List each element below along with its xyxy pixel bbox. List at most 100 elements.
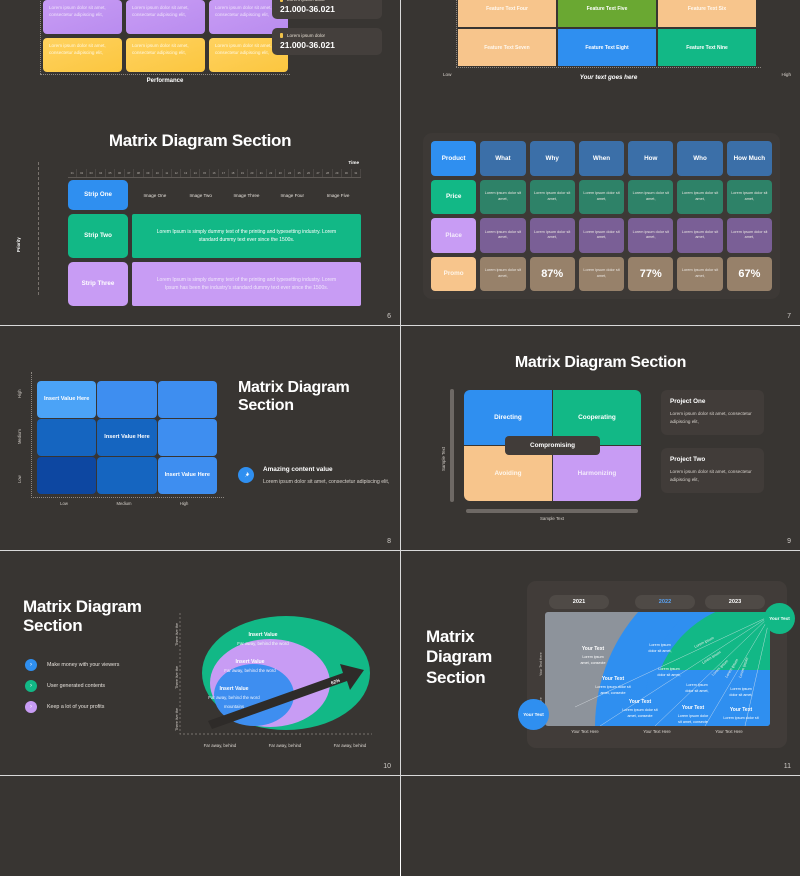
- matrix-cell[interactable]: 77%: [628, 256, 674, 291]
- quadrant-cell[interactable]: Cooperating: [553, 390, 641, 445]
- feature-cell[interactable]: Feature Text Seven: [458, 29, 556, 66]
- matrix-column-header[interactable]: What: [480, 141, 526, 176]
- slide-13[interactable]: [401, 776, 800, 876]
- list-item[interactable]: › Keep a lot of your profits: [25, 701, 104, 713]
- cell-title: Your Text: [602, 676, 625, 682]
- bullet-marker-icon: [280, 33, 283, 38]
- matrix-cell[interactable]: Lorem ipsum dolor sit amet,: [677, 256, 723, 291]
- strip-row[interactable]: Strip One Image One Image Two Image Thre…: [68, 180, 361, 210]
- slide8-x-axis: [31, 497, 224, 498]
- value-card-label: Lorem ipsum dolor: [287, 0, 325, 2]
- matrix-cell[interactable]: Lorem ipsum dolor sit amet,: [677, 179, 723, 214]
- matrix-column-header[interactable]: When: [578, 141, 625, 176]
- feature-cell[interactable]: Feature Text Four: [458, 0, 556, 27]
- list-item[interactable]: › Make money with your viewers: [25, 659, 119, 671]
- matrix-cell[interactable]: Lorem ipsum dolor sit amet,: [726, 218, 772, 253]
- matrix-cell[interactable]: [37, 457, 97, 494]
- matrix-cell-filled[interactable]: Insert Value Here: [97, 419, 157, 456]
- x-tick-label: Low: [60, 501, 68, 506]
- quadrant-cell[interactable]: Harmonizing: [553, 446, 641, 501]
- slide4-x-axis-label: Performance: [146, 78, 184, 84]
- matrix-cell-filled[interactable]: Insert Value Here: [157, 457, 217, 494]
- matrix-column-header[interactable]: Why: [529, 141, 575, 176]
- y-tick-label: Medium: [17, 429, 22, 444]
- matrix-cell[interactable]: [97, 381, 157, 418]
- ellipse-inner-body-1: Far away, behind the word: [208, 695, 260, 700]
- matrix-cell[interactable]: Lorem ipsum dolor sit amet,: [578, 218, 625, 253]
- strip-row[interactable]: Strip Two Lorem Ipsum is simply dummy te…: [68, 214, 361, 258]
- slide9-x-axis-label: Sample Text: [539, 516, 565, 521]
- matrix-corner-header[interactable]: Product: [431, 141, 477, 176]
- matrix-cell[interactable]: Lorem ipsum dolor sit amet,: [529, 218, 575, 253]
- cell-body: amet, consecte: [600, 691, 625, 695]
- feature-cell[interactable]: Feature Text Eight: [558, 29, 656, 66]
- matrix-cell[interactable]: [37, 419, 97, 456]
- matrix-column-header[interactable]: How Much: [726, 141, 772, 176]
- matrix-cell[interactable]: Lorem ipsum dolor sit amet,: [529, 179, 575, 214]
- matrix-cell[interactable]: Lorem ipsum dolor sit amet,: [628, 218, 674, 253]
- matrix-cell[interactable]: Lorem ipsum dolor sit amet,: [578, 256, 625, 291]
- matrix-column-header[interactable]: Who: [677, 141, 723, 176]
- matrix-row-header[interactable]: Price: [431, 179, 477, 214]
- ellipse-outer-body: Far away, behind the word: [237, 641, 289, 646]
- slide-7[interactable]: Product What Why When How Who How Much Price Lor…: [401, 101, 800, 325]
- matrix-cell[interactable]: [97, 457, 157, 494]
- slide-6[interactable]: Matrix Diagram Section Time Priority 01 0…: [0, 101, 400, 325]
- slide-9[interactable]: Matrix Diagram Section Sample Text Sampl…: [401, 326, 800, 550]
- matrix-cell[interactable]: 87%: [529, 256, 575, 291]
- matrix-column-header[interactable]: How: [628, 141, 674, 176]
- project-card[interactable]: Project Two Lorem ipsum dolor sit amet, …: [661, 448, 764, 493]
- year-pill[interactable]: 2023: [705, 595, 765, 609]
- matrix-cell-filled[interactable]: Insert Value Here: [37, 381, 97, 418]
- strip-row[interactable]: Strip Three Lorem Ipsum is simply dummy …: [68, 262, 361, 306]
- time-tick: 17: [219, 169, 229, 177]
- time-tick: 30: [342, 169, 352, 177]
- strip-chip[interactable]: Strip One: [68, 180, 128, 210]
- matrix-cell[interactable]: Lorem ipsum dolor sit amet,: [628, 179, 674, 214]
- matrix-cell[interactable]: [157, 419, 217, 456]
- matrix-cell[interactable]: Lorem ipsum dolor sit amet,: [480, 256, 526, 291]
- quadrant-cell[interactable]: Avoiding: [464, 446, 552, 501]
- feature-cell[interactable]: Feature Text Nine: [658, 29, 756, 66]
- quadrant-cell[interactable]: Directing: [464, 390, 552, 445]
- matrix-cell[interactable]: 67%: [726, 256, 772, 291]
- bubble-top-right[interactable]: Your Text: [764, 603, 795, 634]
- strip-chip[interactable]: Strip Two: [68, 214, 128, 258]
- matrix-cell[interactable]: Lorem ipsum dolor sit amet, consectetur …: [126, 38, 205, 72]
- strip-chip[interactable]: Strip Three: [68, 262, 128, 306]
- matrix-cell[interactable]: [157, 381, 217, 418]
- matrix-cell[interactable]: Lorem ipsum dolor sit amet, consectetur …: [43, 0, 122, 34]
- matrix-cell[interactable]: Lorem ipsum dolor sit amet, consectetur …: [126, 0, 205, 34]
- list-item[interactable]: › User generated contents: [25, 680, 105, 692]
- year-pill[interactable]: 2022: [635, 595, 695, 609]
- feature-cell[interactable]: Feature Text Six: [658, 0, 756, 27]
- matrix-cell[interactable]: Lorem ipsum dolor sit amet,: [480, 179, 526, 214]
- slide6-priority-label: Priority: [16, 237, 21, 252]
- slide-10[interactable]: Matrix Diagram Section › Make money with…: [0, 551, 400, 775]
- cell-text: Lorem ipsum dolor sit amet,: [731, 229, 768, 240]
- matrix-row-header[interactable]: Place: [431, 218, 477, 253]
- slide9-center-label[interactable]: Compromising: [505, 436, 600, 455]
- cell-text: Lorem ipsum dolor sit amet,: [583, 191, 620, 201]
- slide-11[interactable]: Matrix Diagram Section 2021 2022 2023 Yo…: [401, 551, 800, 775]
- image-label: Image Four: [280, 192, 305, 198]
- matrix-cell[interactable]: Lorem ipsum dolor sit amet,: [480, 218, 526, 253]
- value-card[interactable]: Lorem ipsum dolor 21.000-36.021: [272, 0, 382, 19]
- matrix-cell[interactable]: Lorem ipsum dolor sit amet,: [578, 179, 625, 214]
- slide-12[interactable]: [0, 776, 400, 876]
- feature-cell[interactable]: Feature Text Five: [558, 0, 656, 27]
- matrix-cell[interactable]: Lorem ipsum dolor sit amet,: [726, 179, 772, 214]
- project-card[interactable]: Project One Lorem ipsum dolor sit amet, …: [661, 390, 764, 435]
- time-tick: 08: [134, 169, 144, 177]
- value-card[interactable]: Lorem ipsum dolor 21.000-36.021: [272, 28, 382, 55]
- matrix-cell[interactable]: Lorem ipsum dolor sit amet,: [677, 218, 723, 253]
- matrix-cell[interactable]: Lorem ipsum dolor sit amet, consectetur …: [43, 38, 122, 72]
- year-pill[interactable]: 2021: [549, 595, 609, 609]
- slide-8[interactable]: High Medium Low Low Medium High Insert V…: [0, 326, 400, 550]
- image-label: Image One: [143, 192, 167, 198]
- time-tick: 31: [352, 169, 362, 177]
- matrix-row-header[interactable]: Promo: [431, 256, 477, 291]
- row-header-label: Price: [445, 193, 462, 201]
- time-tick: 14: [191, 169, 201, 177]
- bubble-bottom-left[interactable]: Your Text: [518, 699, 549, 730]
